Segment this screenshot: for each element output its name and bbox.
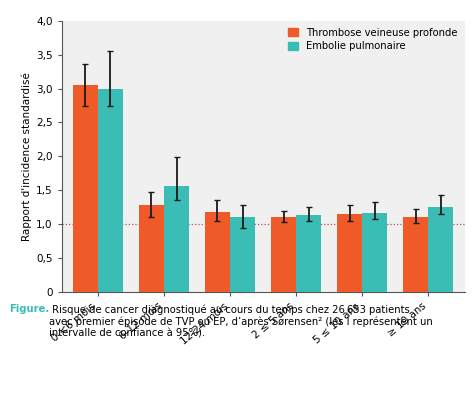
Bar bbox=[164, 186, 189, 292]
Bar bbox=[428, 207, 453, 292]
Bar bbox=[337, 214, 362, 292]
Y-axis label: Rapport d'incidence standardisé: Rapport d'incidence standardisé bbox=[21, 72, 32, 241]
Bar bbox=[403, 217, 428, 292]
Bar bbox=[139, 205, 164, 292]
Bar bbox=[73, 85, 98, 292]
Bar bbox=[362, 213, 387, 292]
Bar bbox=[296, 215, 321, 292]
Bar bbox=[230, 217, 255, 292]
Text: Risque de cancer diagnostiqué au cours du temps chez 26 653 patients
avec premie: Risque de cancer diagnostiqué au cours d… bbox=[49, 304, 433, 339]
Bar bbox=[98, 89, 123, 292]
Bar bbox=[271, 217, 296, 292]
Legend: Thrombose veineuse profonde, Embolie pulmonaire: Thrombose veineuse profonde, Embolie pul… bbox=[286, 26, 459, 53]
Text: Figure.: Figure. bbox=[9, 304, 50, 314]
Bar bbox=[205, 212, 230, 292]
